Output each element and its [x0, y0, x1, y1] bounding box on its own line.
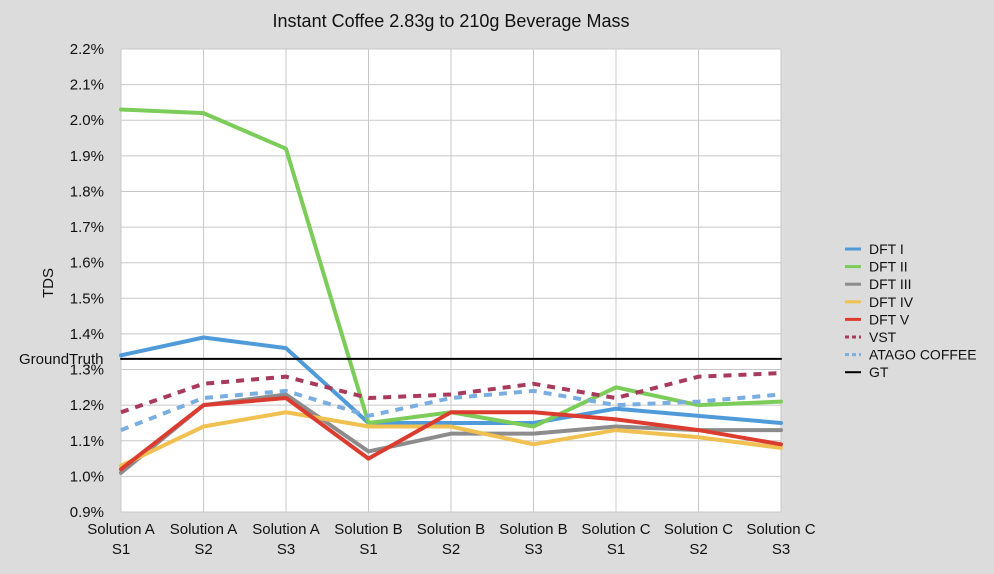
ground-truth-annotation: GroundTruth — [19, 351, 104, 368]
x-tick-label-line1: Solution A — [87, 521, 155, 538]
x-tick-label-line1: Solution B — [417, 521, 485, 538]
x-tick-label-line2: S2 — [442, 541, 460, 558]
x-tick-label-line2: S1 — [359, 541, 377, 558]
y-tick-label: 1.0% — [70, 468, 104, 485]
x-tick-label-line1: Solution B — [334, 521, 402, 538]
legend-label: ATAGO COFFEE — [869, 347, 977, 363]
legend-label: DFT I — [869, 241, 904, 257]
series-lines — [119, 107, 783, 475]
series-line-dft-v — [119, 396, 783, 472]
x-tick-label-line2: S1 — [112, 541, 130, 558]
y-tick-label: 2.1% — [70, 77, 104, 94]
legend-label: DFT V — [869, 311, 910, 327]
y-tick-label: 1.8% — [70, 183, 104, 200]
y-tick-label: 1.7% — [70, 219, 104, 236]
y-tick-label: 2.2% — [70, 41, 104, 58]
y-tick-label: 1.5% — [70, 290, 104, 307]
y-tick-label: 1.9% — [70, 148, 104, 165]
x-tick-label-line2: S3 — [277, 541, 295, 558]
x-tick-label-line2: S2 — [689, 541, 707, 558]
x-tick-label-line1: Solution C — [664, 521, 733, 538]
series-line-vst — [120, 371, 782, 415]
x-tick-label-line1: Solution C — [581, 521, 650, 538]
y-tick-labels: 0.9% 1.0% 1.1% 1.2% 1.3% 1.4% 1.5% 1.6% 1.7% 1.8%… — [70, 41, 104, 521]
x-tick-label-line2: S2 — [194, 541, 212, 558]
y-tick-label: 0.9% — [70, 504, 104, 521]
y-tick-label: 1.2% — [70, 397, 104, 414]
y-tick-label: 1.1% — [70, 433, 104, 450]
series-line-dft-iv — [119, 410, 783, 468]
legend-label: VST — [869, 329, 897, 345]
x-tick-label-line1: Solution C — [746, 521, 815, 538]
legend-label: DFT II — [869, 259, 908, 275]
legend-label: DFT III — [869, 276, 912, 292]
x-tick-label-line2: S1 — [607, 541, 625, 558]
legend-label: DFT IV — [869, 294, 914, 310]
x-tick-label-line2: S3 — [524, 541, 542, 558]
y-tick-label: 1.4% — [70, 326, 104, 343]
y-tick-label: 1.6% — [70, 255, 104, 272]
y-tick-label: 1.3% — [70, 362, 104, 379]
y-axis-label: TDS — [40, 268, 57, 298]
x-tick-labels: Solution A S1 Solution A S2 Solution A S3 Solu… — [87, 521, 816, 558]
chart-title: Instant Coffee 2.83g to 210g Beverage Ma… — [273, 11, 630, 31]
x-tick-label-line2: S3 — [772, 541, 790, 558]
y-tick-label: 2.0% — [70, 112, 104, 129]
legend-label: GT — [869, 364, 889, 380]
x-tick-label-line1: Solution B — [499, 521, 567, 538]
x-tick-label-line1: Solution A — [170, 521, 238, 538]
x-tick-label-line1: Solution A — [252, 521, 320, 538]
series-line-dft-i — [119, 335, 783, 425]
